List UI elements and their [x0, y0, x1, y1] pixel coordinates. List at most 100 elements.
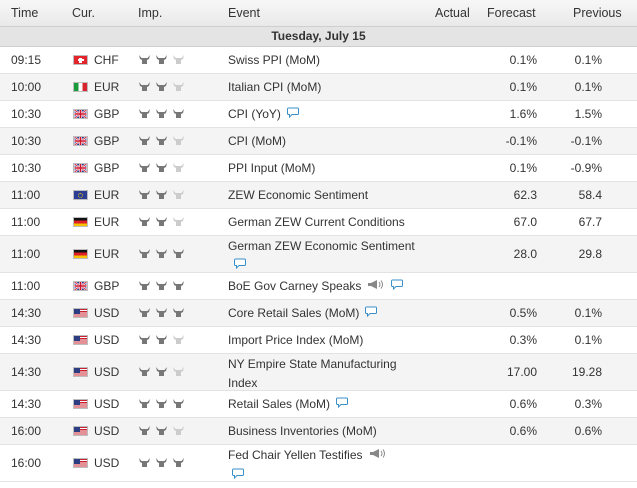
event-row[interactable]: 11:00 EUR ZEW Economic Sentiment 62.3 58.4 — [0, 182, 637, 209]
event-name[interactable]: NY Empire State Manufacturing Index — [228, 355, 428, 393]
event-title[interactable]: BoE Gov Carney Speaks — [228, 279, 362, 293]
event-name[interactable]: Core Retail Sales (MoM) — [228, 304, 428, 323]
bull-icon — [138, 189, 155, 203]
event-name[interactable]: Swiss PPI (MoM) — [228, 51, 428, 70]
event-name[interactable]: ZEW Economic Sentiment — [228, 186, 428, 205]
bull-icon — [138, 307, 155, 321]
event-row[interactable]: 16:00 USD Business Inventories (MoM) 0.6% 0.… — [0, 418, 637, 445]
importance-bulls — [138, 81, 198, 95]
event-name[interactable]: CPI (MoM) — [228, 132, 428, 151]
event-name[interactable]: CPI (YoY) — [228, 105, 428, 124]
event-row[interactable]: 16:00 USD Fed Chair Yellen Testifies — [0, 445, 637, 482]
header-time: Time — [11, 6, 39, 20]
event-title[interactable]: Italian CPI (MoM) — [228, 80, 322, 94]
event-row[interactable]: 11:00 EUR German ZEW Current Conditions 67.… — [0, 209, 637, 236]
event-name[interactable]: Fed Chair Yellen Testifies — [228, 446, 428, 485]
comment-icon[interactable] — [234, 256, 246, 275]
comment-icon[interactable] — [365, 304, 378, 323]
comment-icon[interactable] — [336, 395, 349, 414]
forecast-value: 0.6% — [509, 424, 537, 438]
event-row[interactable]: 14:30 USD Retail Sales (MoM) 0.6% 0.3% — [0, 391, 637, 418]
event-title[interactable]: PPI Input (MoM) — [228, 161, 316, 175]
event-row[interactable]: 10:30 GBP PPI Input (MoM) 0.1% -0.9% — [0, 155, 637, 182]
currency-code: CHF — [94, 53, 119, 67]
importance-bulls — [138, 54, 198, 68]
bull-icon — [172, 457, 189, 471]
event-title[interactable]: CPI (YoY) — [228, 107, 281, 121]
event-name[interactable]: Italian CPI (MoM) — [228, 78, 428, 97]
event-row[interactable]: 10:00 EUR Italian CPI (MoM) 0.1% 0.1% — [0, 74, 637, 101]
forecast-value: 0.1% — [509, 53, 537, 67]
importance-bulls — [138, 425, 198, 439]
bull-icon — [138, 280, 155, 294]
event-title[interactable]: NY Empire State Manufacturing Index — [228, 357, 397, 390]
comment-icon[interactable] — [391, 277, 404, 296]
event-row[interactable]: 09:15 CHF Swiss PPI (MoM) 0.1% 0.1% — [0, 47, 637, 74]
event-name[interactable]: BoE Gov Carney Speaks — [228, 277, 428, 296]
bull-icon — [172, 81, 189, 95]
forecast-value: 0.5% — [509, 306, 537, 320]
bull-icon — [138, 398, 155, 412]
bull-icon — [172, 248, 189, 262]
bull-icon — [172, 366, 189, 380]
importance-bulls — [138, 280, 198, 294]
bull-icon — [172, 280, 189, 294]
event-title[interactable]: ZEW Economic Sentiment — [228, 188, 369, 202]
event-title[interactable]: CPI (MoM) — [228, 134, 286, 148]
event-title[interactable]: German ZEW Economic Sentiment — [228, 239, 415, 253]
event-title[interactable]: Core Retail Sales (MoM) — [228, 306, 360, 320]
event-title[interactable]: Fed Chair Yellen Testifies — [228, 448, 363, 462]
event-title[interactable]: Import Price Index (MoM) — [228, 333, 364, 347]
event-name[interactable]: Business Inventories (MoM) — [228, 422, 428, 441]
bull-icon — [172, 135, 189, 149]
previous-value: 19.28 — [571, 365, 602, 379]
event-row[interactable]: 11:00 EUR German ZEW Economic Sentiment 28.… — [0, 236, 637, 273]
bull-icon — [155, 54, 172, 68]
importance-bulls — [138, 366, 198, 380]
forecast-value: 0.1% — [509, 161, 537, 175]
bull-icon — [172, 108, 189, 122]
bull-icon — [155, 248, 172, 262]
event-row[interactable]: 10:30 GBP CPI (YoY) 1.6% 1.5% — [0, 101, 637, 128]
bull-icon — [172, 307, 189, 321]
event-row[interactable]: 11:00 GBP BoE Gov Carney Speaks — [0, 273, 637, 300]
event-title[interactable]: Business Inventories (MoM) — [228, 424, 377, 438]
event-name[interactable]: German ZEW Current Conditions — [228, 213, 428, 232]
bull-icon — [172, 54, 189, 68]
previous-value: 29.8 — [578, 247, 602, 261]
currency-code: GBP — [94, 107, 120, 121]
event-row[interactable]: 14:30 USD Import Price Index (MoM) 0.3% 0.1% — [0, 327, 637, 354]
event-title[interactable]: German ZEW Current Conditions — [228, 215, 405, 229]
previous-value: -0.1% — [570, 134, 602, 148]
previous-value: 1.5% — [574, 107, 602, 121]
bull-icon — [155, 366, 172, 380]
bull-icon — [138, 54, 155, 68]
event-name[interactable]: Retail Sales (MoM) — [228, 395, 428, 414]
event-title[interactable]: Swiss PPI (MoM) — [228, 53, 321, 67]
event-time: 10:30 — [11, 161, 42, 175]
event-name[interactable]: Import Price Index (MoM) — [228, 331, 428, 350]
event-row[interactable]: 14:30 USD Core Retail Sales (MoM) 0.5% 0.1% — [0, 300, 637, 327]
event-name[interactable]: German ZEW Economic Sentiment — [228, 237, 428, 275]
forecast-value: 62.3 — [513, 188, 537, 202]
event-time: 11:00 — [11, 188, 41, 202]
previous-value: 58.4 — [578, 188, 602, 202]
event-row[interactable]: 10:30 GBP CPI (MoM) -0.1% -0.1% — [0, 128, 637, 155]
comment-icon[interactable] — [232, 466, 244, 485]
previous-value: 67.7 — [578, 215, 602, 229]
event-title[interactable]: Retail Sales (MoM) — [228, 397, 331, 411]
previous-value: 0.1% — [574, 333, 602, 347]
uk-flag — [73, 136, 88, 146]
comment-icon[interactable] — [286, 105, 299, 124]
event-name[interactable]: PPI Input (MoM) — [228, 159, 428, 178]
importance-bulls — [138, 334, 198, 348]
event-time: 11:00 — [11, 215, 41, 229]
event-row[interactable]: 14:30 USD NY Empire State Manufacturing In… — [0, 354, 637, 391]
bull-icon — [172, 334, 189, 348]
bull-icon — [155, 81, 172, 95]
header-actual: Actual — [435, 6, 470, 20]
italy-flag — [73, 82, 88, 92]
header-event: Event — [228, 6, 260, 20]
bull-icon — [138, 162, 155, 176]
